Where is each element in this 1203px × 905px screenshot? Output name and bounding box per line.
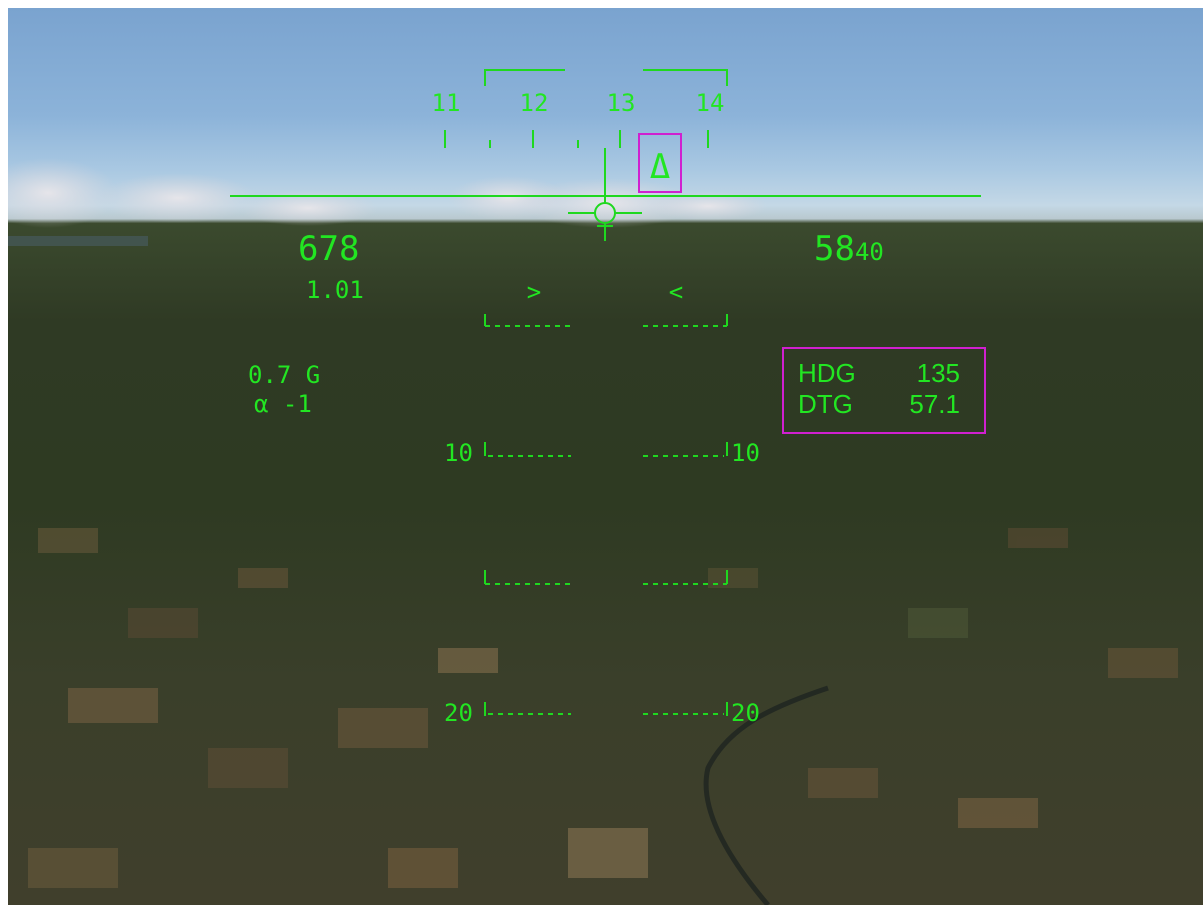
pitch-label-right: 20 bbox=[731, 699, 760, 727]
altitude-readout: 5840 bbox=[814, 229, 884, 269]
hud-overlay: 11 12 13 14 Δ 678 1.01 bbox=[230, 69, 986, 727]
flight-path-marker-icon bbox=[568, 148, 642, 241]
hdg-value: 135 bbox=[917, 358, 960, 388]
heading-tape-bracket-right bbox=[643, 69, 728, 86]
nav-info-box bbox=[782, 347, 986, 434]
alpha-readout: α -1 bbox=[254, 390, 312, 418]
airspeed-readout: 678 bbox=[298, 229, 359, 269]
g-load-readout: 0.7 G bbox=[248, 361, 320, 389]
waypoint-marker-icon: Δ bbox=[650, 147, 670, 187]
heading-tick-label: 14 bbox=[696, 89, 725, 117]
dtg-label: DTG bbox=[798, 389, 853, 419]
pitch-ladder-bracket bbox=[484, 570, 728, 585]
pitch-ladder-zero bbox=[484, 314, 728, 327]
altitude-major: 58 bbox=[814, 229, 855, 269]
pitch-ladder-minus-20: 20 20 bbox=[444, 699, 760, 727]
pitch-label-left: 10 bbox=[444, 439, 473, 467]
heading-tape-bracket-left bbox=[484, 69, 565, 86]
cockpit-view: 11 12 13 14 Δ 678 1.01 bbox=[8, 8, 1203, 905]
waypoint-marker-box bbox=[638, 133, 682, 193]
chevron-right-icon: < bbox=[669, 278, 683, 306]
terrain-scenery bbox=[8, 158, 1178, 905]
chevron-left-icon: > bbox=[527, 278, 541, 306]
dtg-value: 57.1 bbox=[909, 389, 960, 419]
pitch-label-left: 20 bbox=[444, 699, 473, 727]
pitch-ladder-minus-10: 10 10 bbox=[444, 439, 760, 467]
mach-readout: 1.01 bbox=[306, 276, 364, 304]
heading-tape-ticks bbox=[444, 130, 709, 148]
altitude-minor: 40 bbox=[855, 238, 884, 266]
hdg-label: HDG bbox=[798, 358, 856, 388]
pitch-label-right: 10 bbox=[731, 439, 760, 467]
heading-tick-label: 11 bbox=[432, 89, 461, 117]
heading-tick-label: 12 bbox=[520, 89, 549, 117]
heading-tick-label: 13 bbox=[607, 89, 636, 117]
